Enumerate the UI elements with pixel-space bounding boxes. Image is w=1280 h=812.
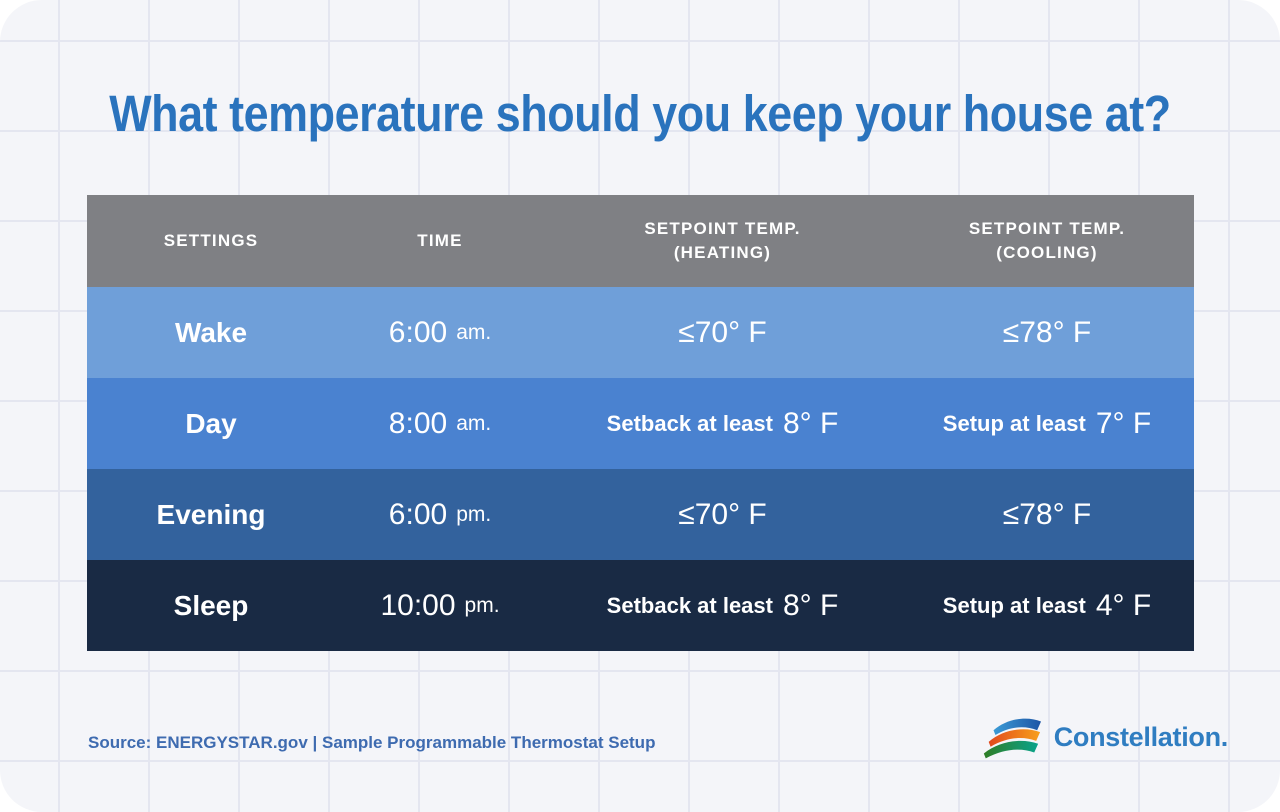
table-row-sleep: Sleep 10:00 pm. Setback at least 8° F Se… (87, 560, 1194, 651)
source-note: Source: ENERGYSTAR.gov | Sample Programm… (88, 733, 656, 752)
thermostat-table: SETTINGS TIME SETPOINT TEMP. (HEATING) S… (87, 195, 1194, 651)
time-cell: 8:00 am. (388, 406, 492, 440)
setting-cell: Sleep (173, 589, 249, 621)
table-row-wake: Wake 6:00 am. ≤70° F ≤78° F (87, 287, 1194, 378)
cooling-cell: Setup at least 4° F (942, 588, 1152, 622)
cooling-cell: ≤78° F (1002, 315, 1092, 349)
header-time: TIME (417, 231, 463, 251)
table-row-day: Day 8:00 am. Setback at least 8° F Setup… (87, 378, 1194, 469)
time-cell: 6:00 am. (388, 315, 492, 349)
heating-cell: ≤70° F (678, 315, 767, 349)
header-setpoint-cooling: SETPOINT TEMP. (COOLING) (968, 219, 1126, 262)
constellation-logo: Constellation. (978, 714, 1228, 760)
time-cell: 6:00 pm. (388, 497, 492, 531)
header-settings: SETTINGS (163, 231, 259, 251)
constellation-flag-icon (983, 718, 1041, 759)
heating-cell: Setback at least 8° F (606, 406, 839, 440)
table-header-row: SETTINGS TIME SETPOINT TEMP. (HEATING) S… (87, 195, 1194, 287)
setting-cell: Day (185, 407, 237, 439)
setting-cell: Wake (174, 316, 248, 348)
page-title: What temperature should you keep your ho… (109, 85, 1171, 142)
table-row-evening: Evening 6:00 pm. ≤70° F ≤78° F (87, 469, 1194, 560)
setting-cell: Evening (156, 498, 266, 530)
time-cell: 10:00 pm. (380, 588, 500, 622)
heating-cell: Setback at least 8° F (606, 588, 839, 622)
header-setpoint-heating: SETPOINT TEMP. (HEATING) (644, 219, 801, 262)
brand-wordmark: Constellation. (1053, 721, 1229, 752)
heating-cell: ≤70° F (678, 497, 767, 531)
cooling-cell: Setup at least 7° F (942, 406, 1152, 440)
cooling-cell: ≤78° F (1002, 497, 1092, 531)
